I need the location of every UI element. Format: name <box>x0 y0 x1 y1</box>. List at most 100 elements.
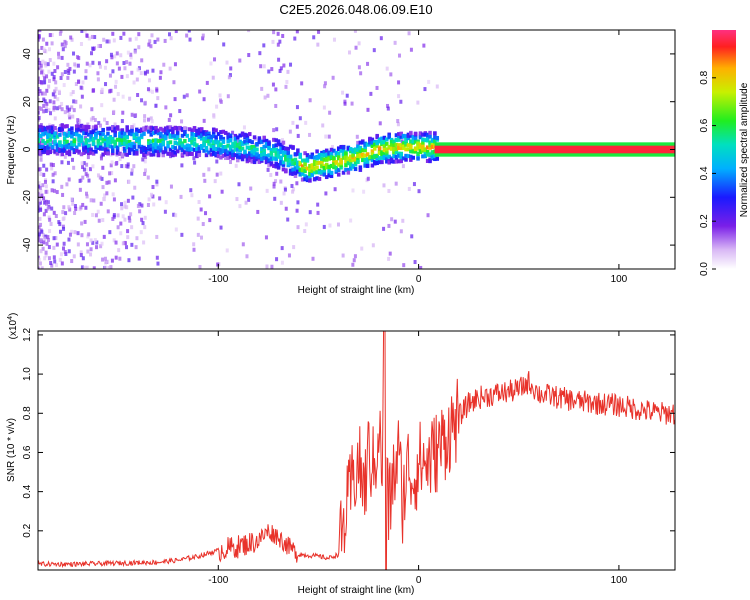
ridge-cell <box>245 137 250 142</box>
ridge-cell <box>223 144 228 149</box>
ridge-cell <box>358 154 363 159</box>
ridge-cell <box>322 165 327 170</box>
noise-speckle <box>44 208 48 213</box>
ridge-cell <box>106 140 110 145</box>
noise-speckle <box>45 74 49 79</box>
noise-speckle <box>133 185 137 190</box>
noise-speckle <box>90 107 94 112</box>
ridge-cell <box>96 145 101 150</box>
ridge-cell <box>67 149 72 154</box>
ridge-cell <box>233 153 238 158</box>
noise-speckle <box>42 47 46 52</box>
noise-speckle <box>126 229 130 234</box>
noise-speckle <box>43 200 47 205</box>
ridge-cell <box>320 156 324 161</box>
noise-speckle <box>147 197 151 202</box>
noise-speckle <box>53 89 57 94</box>
ridge-cell <box>274 154 278 159</box>
ridge-cell <box>216 154 221 159</box>
noise-speckle <box>169 36 173 41</box>
ridge-cell <box>132 151 137 156</box>
ridge-cell <box>397 151 401 156</box>
noise-speckle <box>52 105 56 110</box>
ridge-cell <box>46 125 50 130</box>
ridge-cell <box>365 142 370 147</box>
ridge-cell <box>353 157 358 162</box>
ridge-cell <box>300 164 305 169</box>
noise-speckle <box>55 242 59 247</box>
ridge-cell <box>430 155 435 160</box>
ridge-cell <box>358 140 363 145</box>
noise-speckle <box>50 206 54 211</box>
noise-speckle <box>59 75 63 80</box>
ridge-cell <box>149 139 153 144</box>
ridge-cell <box>156 146 161 151</box>
ridge-cell <box>216 143 221 148</box>
ridge-cell <box>142 126 146 131</box>
ridge-cell <box>130 147 134 152</box>
noise-speckle <box>103 256 107 261</box>
ridge-cell <box>163 149 168 154</box>
ridge-cell <box>308 172 312 177</box>
ridge-cell <box>38 125 43 130</box>
ridge-cell <box>344 159 348 164</box>
noise-speckle <box>266 93 270 98</box>
ridge-cell <box>89 150 93 155</box>
noise-speckle <box>149 44 153 49</box>
noise-speckle <box>71 201 75 206</box>
noise-speckle <box>43 80 47 85</box>
ridge-cell <box>274 151 278 156</box>
ridge-cell <box>272 144 276 149</box>
ridge-cell <box>154 138 158 143</box>
noise-speckle <box>42 109 46 114</box>
ridge-cell <box>103 150 108 155</box>
ridge-cell <box>219 130 223 135</box>
noise-speckle <box>38 137 42 142</box>
ridge-cell <box>238 139 242 144</box>
ridge-cell <box>348 162 353 167</box>
ridge-cell <box>132 134 137 139</box>
noise-speckle <box>72 108 76 113</box>
ridge-cell <box>327 151 331 156</box>
noise-speckle <box>127 215 131 220</box>
ridge-cell <box>264 141 269 146</box>
noise-speckle <box>215 172 219 177</box>
noise-speckle <box>279 66 283 71</box>
noise-speckle <box>98 123 102 128</box>
noise-speckle <box>38 30 42 33</box>
ridge-cell <box>180 143 185 148</box>
ridge-cell <box>260 139 264 144</box>
x-tick-label: 0 <box>416 274 422 285</box>
y-tick-label: 20 <box>22 96 33 108</box>
ridge-cell <box>262 144 266 149</box>
ridge-cell <box>351 163 355 168</box>
ridge-cell <box>245 133 250 138</box>
ridge-cell <box>320 159 324 164</box>
ridge-cell <box>389 140 394 145</box>
ridge-cell <box>163 126 168 131</box>
noise-speckle <box>162 62 166 67</box>
noise-speckle <box>274 87 278 92</box>
ridge-cell <box>151 131 156 136</box>
ridge-cell <box>428 143 432 148</box>
noise-speckle <box>343 101 347 106</box>
noise-speckle <box>134 113 138 118</box>
noise-speckle <box>109 163 113 168</box>
ridge-cell <box>385 159 389 164</box>
noise-speckle <box>41 37 45 42</box>
noise-speckle <box>123 241 127 246</box>
ridge-cell <box>223 147 228 152</box>
ridge-cell <box>171 149 175 154</box>
ridge-cell <box>115 145 120 150</box>
noise-speckle <box>285 79 289 84</box>
ridge-cell <box>43 141 48 146</box>
noise-speckle <box>212 114 216 119</box>
ridge-cell <box>303 158 307 163</box>
noise-speckle <box>359 71 363 76</box>
ridge-cell <box>418 145 423 150</box>
noise-speckle <box>267 69 271 74</box>
ridge-cell <box>43 131 48 136</box>
ridge-cell <box>406 147 411 152</box>
noise-speckle <box>99 89 103 94</box>
